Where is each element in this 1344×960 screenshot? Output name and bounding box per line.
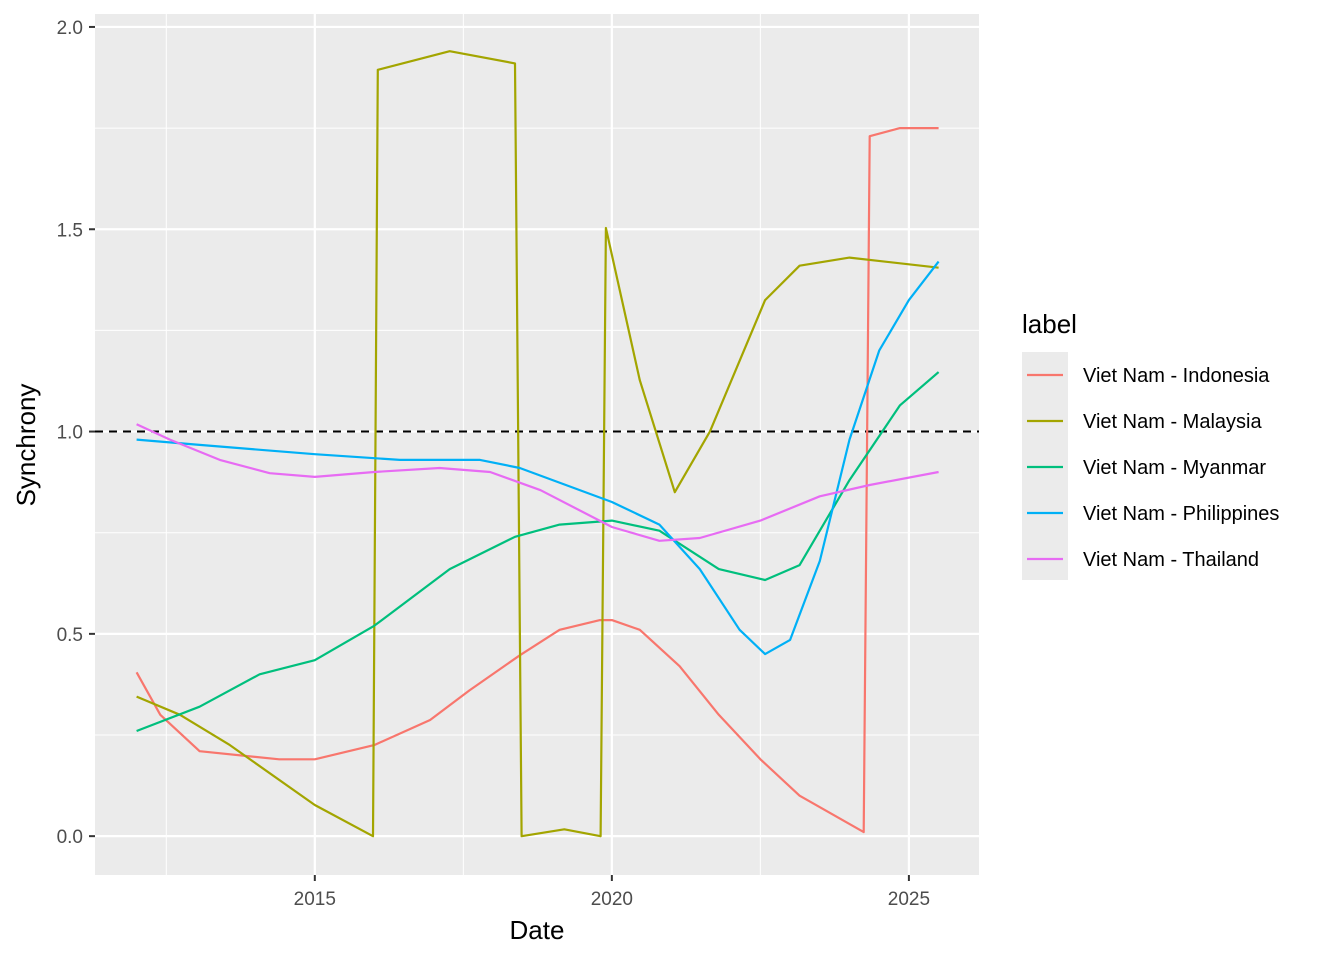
- y-tick-label: 0.5: [57, 625, 83, 646]
- y-axis-title: Synchrony: [11, 384, 41, 507]
- series-line: [136, 371, 940, 733]
- x-axis: 2015 2020 2025: [294, 875, 930, 910]
- legend-label: Viet Nam - Philippines: [1083, 503, 1279, 525]
- series-line: [136, 50, 939, 838]
- legend: label Viet Nam - Indonesia Viet Nam - Mal…: [1022, 309, 1279, 580]
- legend-label: Viet Nam - Myanmar: [1083, 457, 1266, 479]
- legend-label: Viet Nam - Indonesia: [1083, 365, 1270, 387]
- x-tick-label: 2025: [888, 889, 930, 910]
- x-tick-label: 2020: [591, 889, 633, 910]
- x-tick-label: 2015: [294, 889, 336, 910]
- y-tick-label: 1.0: [57, 423, 83, 444]
- y-tick-label: 0.0: [57, 827, 83, 848]
- y-tick-label: 2.0: [57, 18, 83, 39]
- legend-label: Viet Nam - Malaysia: [1083, 411, 1262, 433]
- minor-gridlines: [95, 14, 979, 875]
- series-line: [135, 127, 939, 834]
- legend-title: label: [1022, 309, 1077, 339]
- x-axis-title: Date: [510, 915, 565, 945]
- plot-panel: [95, 14, 979, 875]
- y-axis: 0.0 0.5 1.0 1.5 2.0: [57, 18, 95, 848]
- series-line: [136, 260, 940, 656]
- legend-label: Viet Nam - Thailand: [1083, 549, 1259, 571]
- series-lines: [135, 50, 940, 838]
- series-line: [136, 423, 939, 542]
- y-tick-label: 1.5: [57, 220, 83, 241]
